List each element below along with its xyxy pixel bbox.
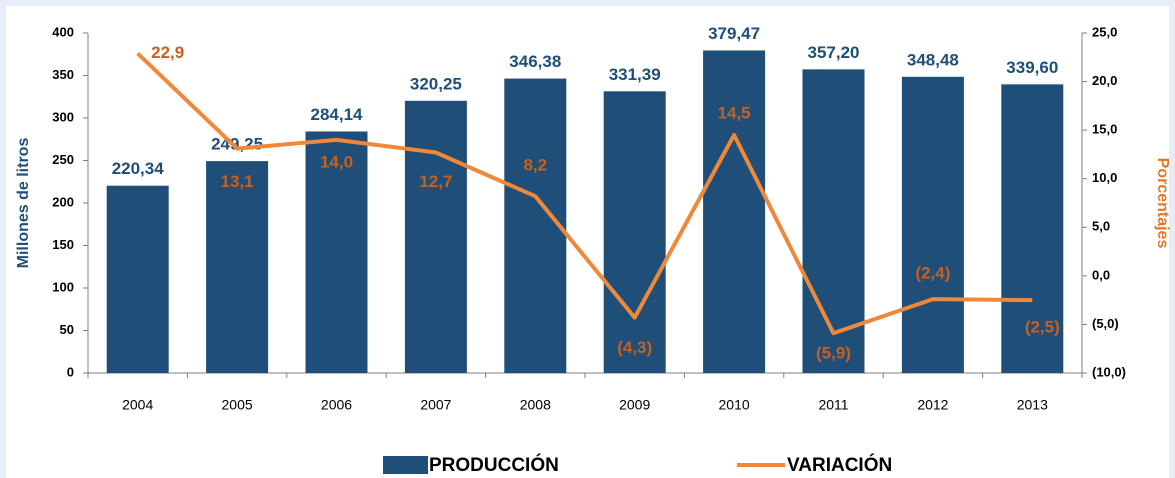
y2-tick-label: 25,0	[1092, 24, 1117, 39]
bar-label: 284,14	[311, 105, 364, 124]
x-tick-label: 2010	[719, 397, 750, 413]
bar-label: 339,60	[1006, 58, 1058, 77]
line-label: 12,7	[419, 172, 452, 191]
x-tick-label: 2012	[917, 397, 948, 413]
bar	[305, 131, 368, 373]
bar-label: 331,39	[609, 65, 661, 84]
y-tick-label: 300	[52, 109, 74, 124]
y2-tick-label: 10,0	[1092, 170, 1117, 185]
bar	[802, 69, 865, 373]
bar-label: 348,48	[907, 50, 959, 69]
y-tick-label: 0	[67, 364, 74, 379]
line-label: 22,9	[151, 43, 184, 62]
x-tick-label: 2011	[818, 397, 848, 413]
y-tick-label: 100	[52, 279, 74, 294]
bar-label: 220,34	[112, 159, 165, 178]
y2-tick-label: (10,0)	[1092, 364, 1126, 379]
bar	[703, 50, 766, 373]
bar	[901, 76, 964, 374]
y2-tick-label: 20,0	[1092, 73, 1117, 88]
y-tick-label: 200	[52, 194, 74, 209]
line	[136, 51, 1033, 336]
bar	[106, 185, 169, 373]
y-tick-label: 150	[52, 237, 74, 252]
y-tick-label: 350	[52, 67, 74, 82]
x-tick-label: 2007	[420, 397, 451, 413]
bar-label: 249,25	[211, 135, 263, 154]
y-axis-title: Millones de litros	[15, 138, 32, 269]
x-tick-label: 2009	[619, 397, 650, 413]
line-label: 13,1	[221, 172, 254, 191]
bar-label: 320,25	[410, 74, 462, 93]
line-label: (5,9)	[816, 344, 851, 363]
line-label: 14,5	[718, 103, 751, 122]
x-tick-label: 2008	[520, 397, 551, 413]
legend-swatch	[383, 456, 428, 474]
bar	[206, 161, 269, 373]
chart-background	[6, 6, 1169, 478]
bar-label: 379,47	[708, 24, 760, 43]
y2-tick-label: (5,0)	[1092, 316, 1119, 331]
line-label: (2,4)	[915, 264, 950, 283]
bar-label: 357,20	[808, 43, 860, 62]
y2-axis-title: Porcentajes	[1154, 158, 1171, 249]
x-tick-label: 2005	[222, 397, 253, 413]
y-tick-label: 250	[52, 152, 74, 167]
y2-tick-label: 0,0	[1092, 267, 1110, 282]
y2-tick-label: 5,0	[1092, 219, 1110, 234]
line-label: (2,5)	[1025, 318, 1060, 337]
y-tick-label: 50	[60, 322, 74, 337]
bar-label: 346,38	[509, 52, 561, 71]
bar	[504, 78, 567, 374]
x-tick-label: 2013	[1017, 397, 1048, 413]
y-tick-label: 400	[52, 24, 74, 39]
line-label: 8,2	[523, 156, 547, 175]
x-tick-label: 2004	[122, 397, 153, 413]
legend-label: PRODUCCIÓN	[429, 454, 559, 476]
y2-tick-label: 15,0	[1092, 122, 1117, 137]
bar	[603, 91, 666, 374]
bar	[1001, 84, 1064, 373]
x-tick-label: 2006	[321, 397, 352, 413]
bar	[404, 100, 467, 373]
line-label: 14,0	[320, 152, 353, 171]
line-label: (4,3)	[617, 338, 652, 357]
legend-label: VARIACIÓN	[787, 454, 892, 476]
